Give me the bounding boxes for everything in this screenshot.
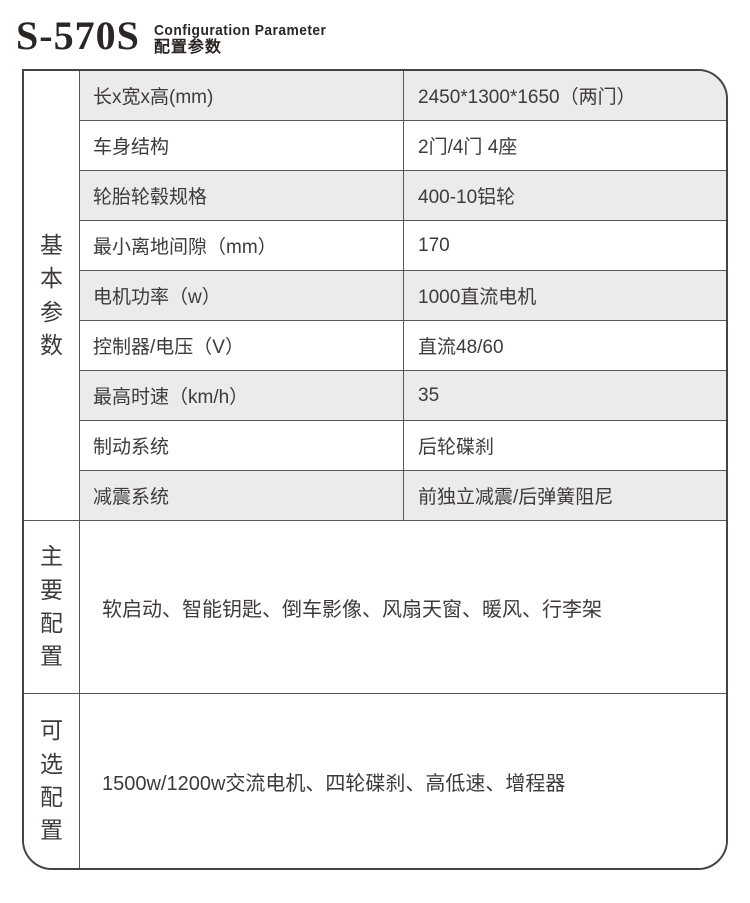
row-value-ground-clearance: 170 xyxy=(404,221,726,271)
row-label-body-structure: 车身结构 xyxy=(80,121,404,171)
row-label-motor-power: 电机功率（w） xyxy=(80,271,404,321)
row-label-brake-system: 制动系统 xyxy=(80,421,404,471)
row-value-max-speed: 35 xyxy=(404,371,726,421)
row-value-motor-power: 1000直流电机 xyxy=(404,271,726,321)
optional-configuration-content: 1500w/1200w交流电机、四轮碟刹、高低速、增程器 xyxy=(80,694,726,868)
row-value-controller-voltage: 直流48/60 xyxy=(404,321,726,371)
row-value-tire-wheel-spec: 400-10铝轮 xyxy=(404,171,726,221)
subtitle-english: Configuration Parameter xyxy=(153,22,327,39)
row-value-body-structure: 2门/4门 4座 xyxy=(404,121,726,171)
row-value-brake-system: 后轮碟刹 xyxy=(404,421,726,471)
spec-table: 基本参数 主要配置 可选配置 长x宽x高(mm) 2450*1300*1650（… xyxy=(22,69,728,870)
section-label-optional-configuration: 可选配置 xyxy=(24,694,80,868)
row-label-controller-voltage: 控制器/电压（V） xyxy=(80,321,404,371)
row-label-dimensions: 长x宽x高(mm) xyxy=(80,71,404,121)
section-label-basic-parameters: 基本参数 xyxy=(24,71,80,521)
main-configuration-content: 软启动、智能钥匙、倒车影像、风扇天窗、暖风、行李架 xyxy=(80,521,726,694)
page-header: S-570S Configuration Parameter 配置参数 xyxy=(16,16,341,56)
row-value-suspension-system: 前独立减震/后弹簧阻尼 xyxy=(404,471,726,521)
section-label-text: 主要配置 xyxy=(39,543,63,670)
row-label-max-speed: 最高时速（km/h） xyxy=(80,371,404,421)
subtitle-chinese: 配置参数 xyxy=(153,39,222,56)
section-label-text: 基本参数 xyxy=(39,231,63,358)
row-label-tire-wheel-spec: 轮胎轮毂规格 xyxy=(80,171,404,221)
model-name: S-570S xyxy=(16,13,140,58)
header-subtitle: Configuration Parameter 配置参数 xyxy=(154,23,341,56)
section-label-text: 可选配置 xyxy=(39,717,63,844)
section-label-main-configuration: 主要配置 xyxy=(24,521,80,694)
row-value-dimensions: 2450*1300*1650（两门） xyxy=(404,71,726,121)
row-label-ground-clearance: 最小离地间隙（mm） xyxy=(80,221,404,271)
row-label-suspension-system: 减震系统 xyxy=(80,471,404,521)
